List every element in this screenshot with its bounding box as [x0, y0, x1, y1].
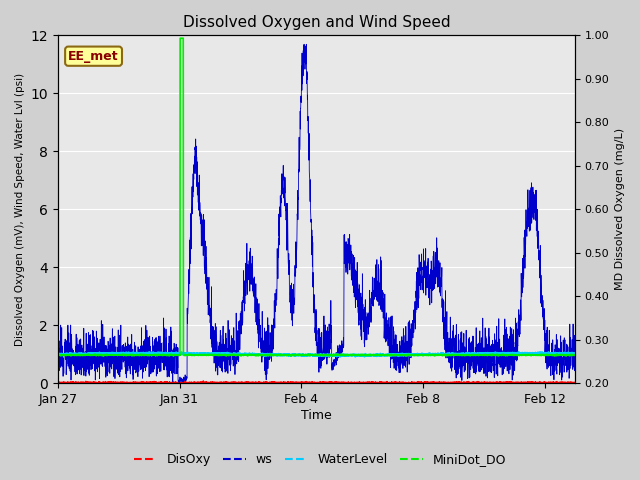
Line: ws: ws — [58, 44, 575, 383]
DisOxy — [113, 379, 121, 385]
ws — [253, 302, 260, 308]
ws — [561, 357, 569, 362]
Text: EE_met: EE_met — [68, 50, 119, 63]
Line: DisOxy: DisOxy — [58, 381, 575, 383]
WaterLevel — [561, 351, 569, 357]
DisOxy — [561, 380, 569, 385]
WaterLevel — [351, 354, 359, 360]
Y-axis label: MD Dissolved Oxygen (mg/L): MD Dissolved Oxygen (mg/L) — [615, 128, 625, 290]
WaterLevel — [252, 351, 260, 357]
Line: MiniDot_DO: MiniDot_DO — [58, 38, 575, 356]
ws — [571, 348, 579, 353]
MiniDot_DO — [561, 352, 569, 358]
DisOxy — [275, 380, 283, 385]
DisOxy — [571, 379, 579, 385]
WaterLevel — [536, 349, 544, 355]
ws — [506, 336, 513, 342]
DisOxy — [104, 380, 111, 385]
ws — [54, 365, 61, 371]
MiniDot_DO — [275, 352, 283, 358]
MiniDot_DO — [176, 36, 184, 41]
MiniDot_DO — [99, 353, 107, 359]
DisOxy — [506, 379, 513, 384]
Y-axis label: Dissolved Oxygen (mV), Wind Speed, Water Lvl (psi): Dissolved Oxygen (mV), Wind Speed, Water… — [15, 73, 25, 346]
MiniDot_DO — [253, 352, 260, 358]
DisOxy — [200, 378, 207, 384]
Line: WaterLevel: WaterLevel — [58, 352, 575, 357]
ws — [113, 351, 121, 357]
ws — [275, 230, 283, 236]
MiniDot_DO — [506, 352, 513, 358]
WaterLevel — [113, 351, 121, 357]
X-axis label: Time: Time — [301, 409, 332, 422]
WaterLevel — [571, 351, 579, 357]
WaterLevel — [54, 352, 61, 358]
DisOxy — [54, 380, 61, 385]
Legend: DisOxy, ws, WaterLevel, MiniDot_DO: DisOxy, ws, WaterLevel, MiniDot_DO — [129, 448, 511, 471]
WaterLevel — [275, 351, 282, 357]
MiniDot_DO — [54, 352, 61, 358]
WaterLevel — [506, 350, 513, 356]
ws — [175, 380, 183, 385]
WaterLevel — [144, 350, 152, 356]
MiniDot_DO — [571, 352, 579, 358]
ws — [144, 361, 152, 367]
Title: Dissolved Oxygen and Wind Speed: Dissolved Oxygen and Wind Speed — [182, 15, 451, 30]
MiniDot_DO — [113, 352, 121, 358]
ws — [300, 41, 308, 47]
DisOxy — [253, 380, 260, 385]
MiniDot_DO — [144, 352, 152, 358]
DisOxy — [144, 379, 152, 385]
